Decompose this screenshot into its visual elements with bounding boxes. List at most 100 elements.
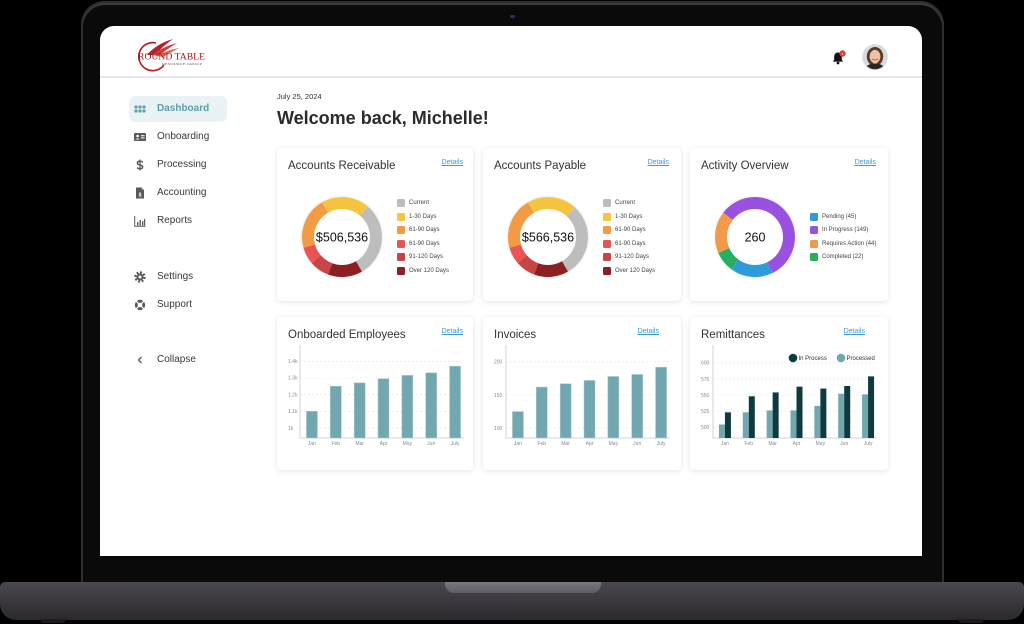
y-tick-label: 525 (701, 409, 710, 415)
card-activity-overview: 260 Pending (45) In Progress (149) Requires… (690, 148, 888, 301)
bar[interactable] (796, 386, 803, 438)
bar[interactable] (401, 375, 414, 439)
donut-segment[interactable] (509, 244, 528, 264)
donut-segment[interactable] (731, 259, 773, 277)
bar[interactable] (862, 394, 869, 438)
y-tick-label: 575 (701, 377, 710, 383)
logo-tagline: RESOURCE GROUP (162, 62, 202, 66)
legend-label: Requires Action (44) (822, 240, 877, 247)
x-tick-label: Jan (514, 441, 522, 447)
bar[interactable] (583, 380, 596, 439)
bar[interactable] (425, 372, 437, 439)
sidebar-item-settings[interactable]: Settings (129, 264, 227, 290)
sidebar-item-onboarding[interactable]: Onboarding (129, 124, 227, 150)
bar[interactable] (607, 376, 620, 439)
company-logo[interactable]: ROUND TABLE RESOURCE GROUP (134, 38, 208, 74)
donut-segment[interactable] (508, 202, 535, 248)
bar[interactable] (766, 410, 773, 438)
legend-swatch (397, 253, 405, 262)
donut-segment[interactable] (517, 255, 539, 275)
legend-swatch (836, 353, 846, 363)
bar[interactable] (814, 405, 821, 438)
donut-segment[interactable] (302, 202, 329, 248)
donut-segment[interactable] (322, 197, 368, 216)
bar[interactable] (718, 424, 725, 438)
avatar[interactable] (862, 44, 888, 70)
sidebar-item-accounting[interactable]: $ Accounting (129, 180, 227, 206)
y-tick-label: 600 (701, 361, 710, 367)
bar[interactable] (655, 366, 667, 439)
x-tick-label: Mar (561, 441, 570, 447)
card-remittances: 500 525 550 575 600 Jan Feb Mar Apr May Jun July In … (690, 317, 888, 470)
y-tick-label: 1.2k (288, 392, 298, 398)
bar[interactable] (790, 410, 797, 438)
bar[interactable] (820, 388, 827, 438)
y-tick-label: 500 (701, 425, 710, 431)
bar[interactable] (844, 386, 851, 438)
legend-label: 61-90 Days (409, 240, 440, 247)
legend-item[interactable]: Processed (836, 353, 875, 363)
donut-segment[interactable] (355, 206, 382, 272)
invoice-document-icon: $ (136, 187, 144, 199)
y-tick-label: 1.4k (288, 359, 298, 365)
notifications-button[interactable]: 1 (830, 50, 846, 66)
bar[interactable] (330, 385, 342, 439)
x-tick-label: Jun (427, 441, 435, 447)
card-accounts-receivable: $506,536 Current 1-30 Days 61-90 Days 61-90 … (277, 148, 473, 301)
bar[interactable] (742, 412, 749, 438)
logo-wing (152, 43, 177, 56)
sidebar-item-support[interactable]: Support (129, 292, 227, 318)
sidebar-item-dashboard[interactable]: Dashboard (129, 96, 227, 122)
card-title: Onboarded Employees (288, 329, 406, 341)
legend-label: 91-120 Days (615, 254, 650, 261)
donut-segment[interactable] (534, 261, 568, 277)
bar[interactable] (838, 393, 845, 438)
sidebar-item-label: Support (157, 299, 193, 310)
card-accounts-payable: $566,536 Current 1-30 Days 61-90 Days 61-90 … (483, 148, 681, 301)
bar[interactable] (536, 386, 548, 439)
y-tick-label: 1k (288, 426, 294, 432)
bar[interactable] (559, 383, 572, 439)
donut-segment[interactable] (718, 247, 739, 270)
y-tick-label: 100 (494, 426, 503, 432)
details-link[interactable]: Details (843, 328, 865, 335)
bar[interactable] (306, 411, 318, 439)
bar[interactable] (868, 376, 875, 438)
logo-wing (157, 48, 179, 57)
sidebar-item-reports[interactable]: Reports (129, 208, 227, 234)
legend-swatch (603, 267, 611, 275)
details-link[interactable]: Details (441, 159, 463, 166)
sidebar-item-processing[interactable]: Processing (129, 152, 227, 178)
donut-segment[interactable] (723, 197, 795, 273)
details-link[interactable]: Details (647, 159, 669, 166)
sidebar-collapse-button[interactable]: Collapse (129, 347, 227, 373)
camera-icon (510, 15, 515, 18)
sidebar-item-label: Accounting (157, 187, 207, 198)
x-tick-label: Apr (380, 441, 388, 447)
donut-segment[interactable] (715, 212, 733, 253)
grouped-bar-chart: 500 525 550 575 600 Jan Feb Mar Apr May Jun July In … (690, 317, 888, 470)
details-link[interactable]: Details (854, 159, 876, 166)
bar[interactable] (512, 411, 524, 439)
legend-swatch (603, 212, 611, 221)
sidebar-item-label: Onboarding (157, 131, 210, 142)
bar[interactable] (377, 378, 390, 439)
details-link[interactable]: Details (441, 328, 463, 335)
legend-label: Processed (847, 356, 875, 362)
legend-swatch (603, 226, 611, 235)
y-tick-label: 200 (494, 360, 503, 366)
bar[interactable] (353, 382, 366, 439)
donut-segment[interactable] (561, 207, 588, 272)
bar[interactable] (449, 365, 461, 439)
donut-segment[interactable] (528, 197, 575, 217)
donut-segment[interactable] (311, 255, 333, 275)
bar[interactable] (748, 396, 755, 438)
bar[interactable] (772, 392, 779, 438)
legend-item[interactable]: In Process (788, 353, 827, 363)
bar[interactable] (724, 412, 731, 438)
donut-segment[interactable] (303, 244, 322, 264)
bar[interactable] (631, 374, 643, 439)
donut-segment[interactable] (328, 261, 362, 277)
y-tick-label: 150 (494, 393, 503, 399)
details-link[interactable]: Details (637, 328, 659, 335)
